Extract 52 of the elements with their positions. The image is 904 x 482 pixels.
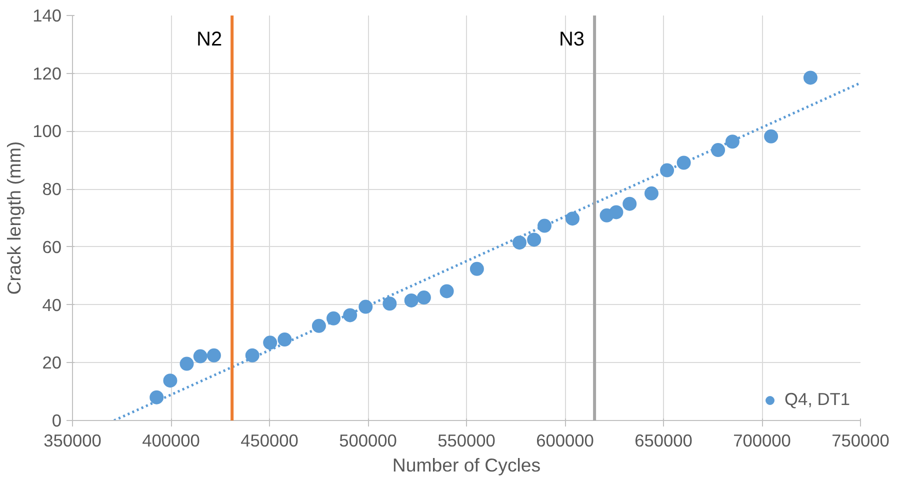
x-tick-label: 700000 [733,430,791,450]
y-tick-label: 20 [42,352,62,373]
y-tick-label: 100 [32,121,62,142]
x-tick-label: 750000 [832,430,890,450]
point [343,308,358,322]
x-tick-label: 550000 [438,430,496,450]
point [622,196,637,211]
point [278,332,292,346]
point [470,262,484,276]
x-tick-label: 450000 [240,430,298,450]
point [711,143,726,158]
ref-line-label: N3 [558,28,585,50]
point [163,374,178,388]
point [660,163,674,178]
point [644,186,658,200]
point [527,232,542,247]
point [512,236,526,250]
point [565,212,580,226]
point [326,311,341,326]
y-tick-label: 140 [32,6,62,26]
x-tick-label: 350000 [44,430,102,450]
point [263,336,278,350]
y-tick-label: 80 [42,179,62,200]
x-tick-label: 600000 [536,430,594,450]
x-tick-label: 400000 [142,430,200,450]
point [206,348,221,362]
point [803,70,818,85]
y-tick-label: 60 [42,236,62,257]
y-tick-label: 0 [52,410,62,430]
point [416,290,431,305]
x-tick-label: 500000 [339,430,397,450]
legend-label: Q4, DT1 [784,389,850,410]
point [358,300,373,314]
point [725,134,740,149]
y-tick-label: 40 [42,294,62,315]
point [676,156,691,170]
point [404,293,418,308]
ref-line-label: N2 [196,28,222,50]
point [150,390,164,404]
point [764,129,778,144]
point [180,356,194,371]
point [193,349,208,364]
point [440,284,454,298]
point [245,348,260,362]
point [312,318,326,333]
point [382,296,397,311]
point [609,205,624,220]
point [538,218,552,233]
y-tick-label: 120 [32,63,62,84]
x-axis-title: Number of Cycles [392,454,541,476]
x-tick-label: 650000 [634,430,692,450]
y-axis-title: Crack length (mm) [4,141,25,295]
